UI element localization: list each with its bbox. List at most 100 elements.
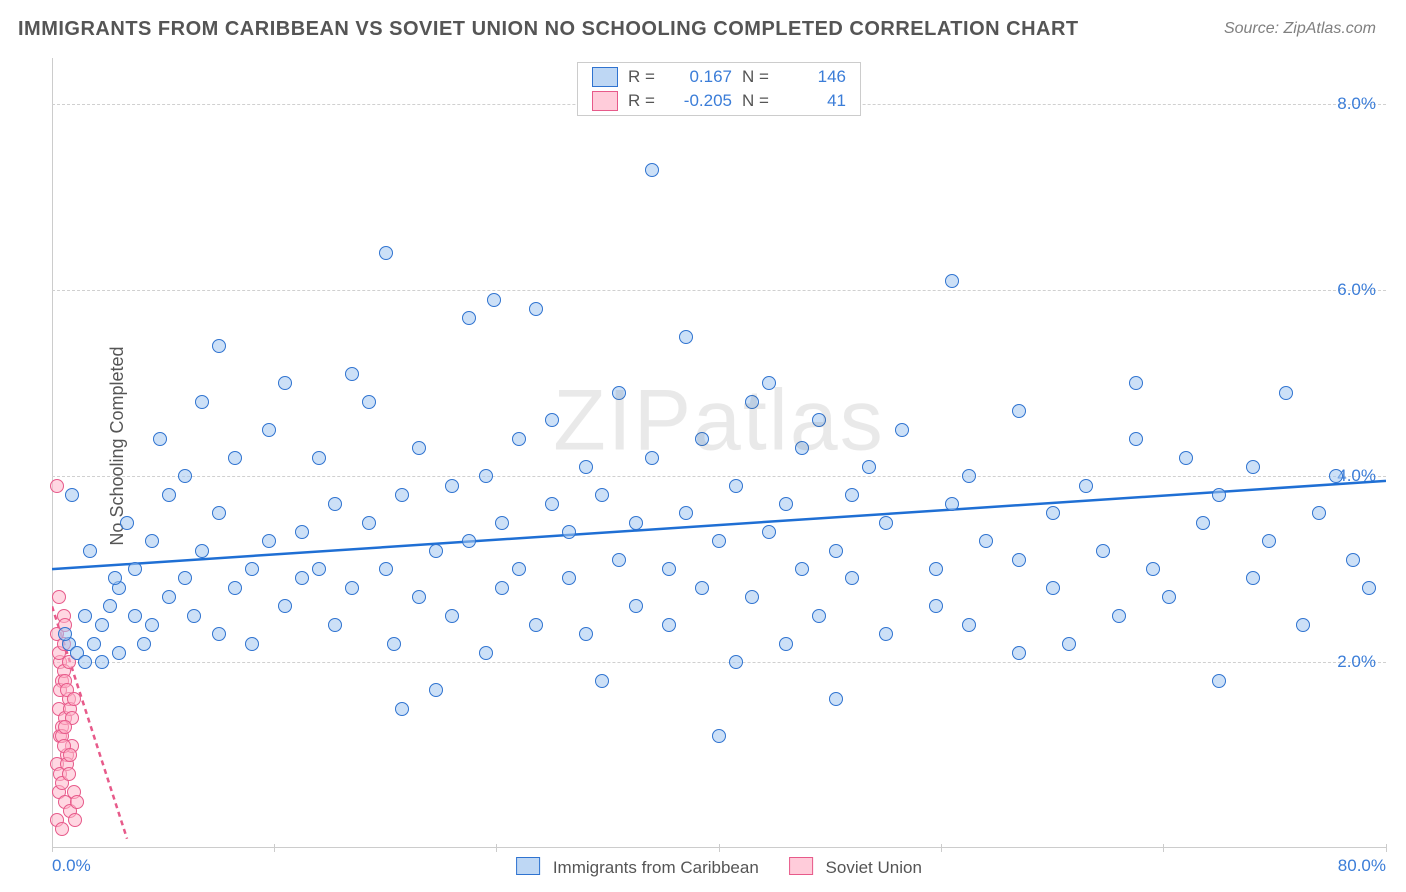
data-point <box>662 618 676 632</box>
data-point <box>55 822 69 836</box>
legend-r-value-caribbean: 0.167 <box>672 67 732 87</box>
data-point <box>58 627 72 641</box>
data-point <box>195 395 209 409</box>
data-point <box>795 562 809 576</box>
data-point <box>945 274 959 288</box>
y-tick-label: 6.0% <box>1337 280 1376 300</box>
data-point <box>187 609 201 623</box>
data-point <box>295 525 309 539</box>
data-point <box>87 637 101 651</box>
x-tick <box>52 844 53 852</box>
data-point <box>1062 637 1076 651</box>
legend-swatch-caribbean-icon <box>516 857 540 875</box>
data-point <box>328 497 342 511</box>
data-point <box>512 432 526 446</box>
data-point <box>112 646 126 660</box>
data-point <box>579 627 593 641</box>
data-point <box>1279 386 1293 400</box>
data-point <box>929 599 943 613</box>
data-point <box>195 544 209 558</box>
data-point <box>495 581 509 595</box>
grid-line <box>52 662 1386 663</box>
data-point <box>479 646 493 660</box>
y-axis-line <box>52 58 53 848</box>
x-tick <box>1386 844 1387 852</box>
data-point <box>512 562 526 576</box>
data-point <box>153 432 167 446</box>
data-point <box>862 460 876 474</box>
data-point <box>295 571 309 585</box>
data-point <box>745 590 759 604</box>
data-point <box>245 637 259 651</box>
data-point <box>345 581 359 595</box>
legend-n-label: N = <box>742 67 776 87</box>
data-point <box>65 488 79 502</box>
x-tick <box>719 844 720 852</box>
legend-label-caribbean: Immigrants from Caribbean <box>553 858 759 877</box>
data-point <box>1096 544 1110 558</box>
y-tick-label: 2.0% <box>1337 652 1376 672</box>
x-tick <box>1163 844 1164 852</box>
grid-line <box>52 290 1386 291</box>
legend-n-label: N = <box>742 91 776 111</box>
series-legend: Immigrants from Caribbean Soviet Union <box>516 857 922 878</box>
legend-n-value-caribbean: 146 <box>786 67 846 87</box>
data-point <box>1046 506 1060 520</box>
legend-n-value-soviet: 41 <box>786 91 846 111</box>
data-point <box>829 692 843 706</box>
data-point <box>128 562 142 576</box>
legend-swatch-soviet <box>592 91 618 111</box>
x-tick-label: 0.0% <box>52 856 91 876</box>
data-point <box>462 311 476 325</box>
data-point <box>945 497 959 511</box>
data-point <box>312 562 326 576</box>
data-point <box>345 367 359 381</box>
data-point <box>212 627 226 641</box>
chart-container: IMMIGRANTS FROM CARIBBEAN VS SOVIET UNIO… <box>0 0 1406 892</box>
data-point <box>395 702 409 716</box>
data-point <box>178 571 192 585</box>
data-point <box>745 395 759 409</box>
data-point <box>387 637 401 651</box>
data-point <box>879 627 893 641</box>
x-tick <box>941 844 942 852</box>
data-point <box>245 562 259 576</box>
data-point <box>1212 488 1226 502</box>
data-point <box>1012 404 1026 418</box>
data-point <box>645 163 659 177</box>
data-point <box>58 720 72 734</box>
data-point <box>1079 479 1093 493</box>
x-tick <box>496 844 497 852</box>
data-point <box>962 618 976 632</box>
grid-line <box>52 476 1386 477</box>
data-point <box>50 479 64 493</box>
data-point <box>1246 571 1260 585</box>
data-point <box>845 488 859 502</box>
legend-r-label: R = <box>628 91 662 111</box>
data-point <box>929 562 943 576</box>
legend-swatch-caribbean <box>592 67 618 87</box>
data-point <box>212 339 226 353</box>
plot-area: ZIPatlas R = 0.167 N = 146 R = -0.205 N … <box>52 58 1386 848</box>
data-point <box>1162 590 1176 604</box>
data-point <box>1012 553 1026 567</box>
data-point <box>695 581 709 595</box>
data-point <box>178 469 192 483</box>
data-point <box>762 376 776 390</box>
data-point <box>529 302 543 316</box>
data-point <box>1362 581 1376 595</box>
data-point <box>487 293 501 307</box>
data-point <box>212 506 226 520</box>
data-point <box>429 683 443 697</box>
data-point <box>162 488 176 502</box>
data-point <box>137 637 151 651</box>
data-point <box>262 423 276 437</box>
legend-row-caribbean: R = 0.167 N = 146 <box>578 65 860 89</box>
x-tick <box>274 844 275 852</box>
data-point <box>83 544 97 558</box>
data-point <box>362 516 376 530</box>
data-point <box>70 795 84 809</box>
data-point <box>879 516 893 530</box>
data-point <box>228 581 242 595</box>
data-point <box>1346 553 1360 567</box>
